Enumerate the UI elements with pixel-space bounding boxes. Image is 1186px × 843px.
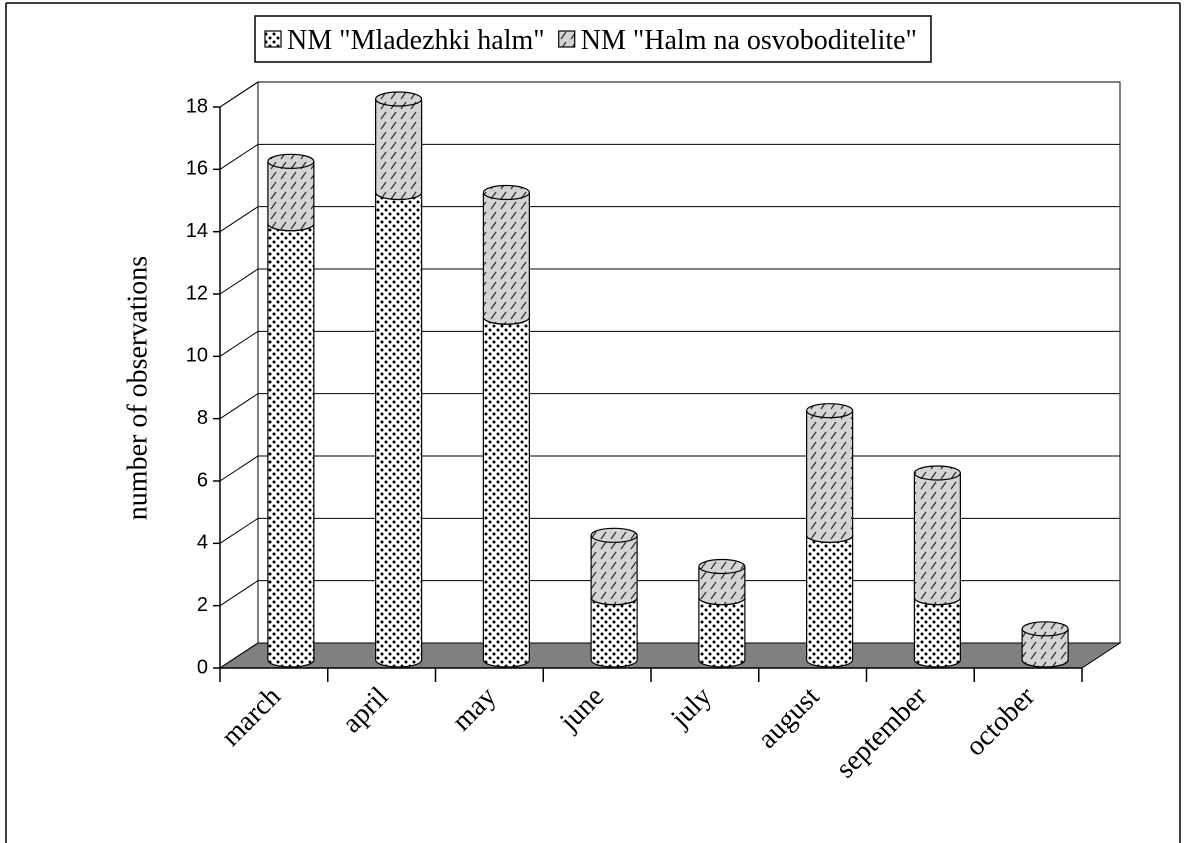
grid-line [219,393,1120,420]
bar-segment [267,153,315,232]
legend-swatch [558,30,576,48]
y-axis-title: number of observations [122,256,153,520]
bar-segment [698,558,746,606]
bar-segment [913,465,961,606]
legend-label: NM "Mladezhki halm" [287,25,545,56]
cylinder [590,527,638,668]
x-tick-label: september [830,681,934,785]
bar-segment [267,223,315,668]
bar-segment [590,597,638,668]
cylinder [1021,621,1069,668]
grid-line [219,206,1120,233]
grid-line [219,143,1120,170]
bar-segment [375,91,423,201]
y-tick-label: 12 [186,282,208,304]
cylinder [267,153,315,668]
x-tick-label: october [960,681,1042,763]
legend-box [254,15,932,63]
bar-segment [590,527,638,606]
y-tick-label: 18 [186,95,208,117]
y-tick-label: 16 [186,158,208,180]
y-tick-label: 6 [197,469,208,491]
x-tick-label: april [336,681,394,739]
bar-segment [806,403,854,543]
side-wall [219,81,259,669]
y-tick-label: 8 [197,407,208,429]
y-tick-label: 0 [197,656,208,678]
bar-segment [375,192,423,668]
bar-segment [913,597,961,668]
y-tick-label: 2 [197,594,208,616]
x-tick-label: march [215,681,286,752]
x-tick-label: july [664,681,717,734]
bar-segment [482,184,530,325]
cylinder [375,91,423,668]
legend: NM "Mladezhki halm" NM "Halm na osvobodit… [254,15,932,63]
floor [218,642,1122,669]
bar-segment [482,317,530,668]
bar-segment [1021,621,1069,668]
y-tick-label: 14 [186,220,208,242]
grid-line [219,330,1120,357]
grid-line [219,81,1120,108]
y-tick-label: 4 [197,532,208,554]
x-tick-label: august [752,681,826,755]
bar-segment [698,597,746,668]
cylinder [913,465,961,668]
cylinder [698,558,746,668]
grid-line [219,268,1120,295]
bar-segment [806,535,854,668]
cylinder [806,403,854,668]
frame [5,2,1181,843]
legend-label: NM "Halm na osvoboditelite" [581,25,917,56]
legend-swatch [264,30,282,48]
x-tick-label: may [446,681,502,737]
cylinder [482,184,530,668]
y-tick-label: 10 [186,345,208,367]
x-tick-label: june [553,681,610,738]
